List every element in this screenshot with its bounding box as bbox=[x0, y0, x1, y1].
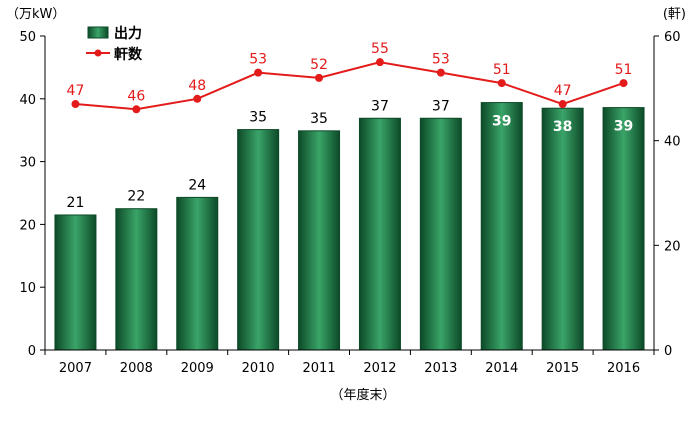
bar bbox=[115, 208, 158, 351]
right-ticks: 0 20 40 60 bbox=[654, 30, 681, 359]
left-tick-label: 30 bbox=[19, 156, 36, 171]
line-point bbox=[558, 100, 567, 109]
right-tick-label: 20 bbox=[664, 239, 681, 254]
x-axis-label: （年度末） bbox=[330, 387, 395, 403]
x-tick-label: 2016 bbox=[607, 361, 640, 376]
bar bbox=[480, 102, 523, 351]
line-point bbox=[254, 68, 263, 77]
x-tick-label: 2013 bbox=[424, 361, 457, 376]
line-value-label: 46 bbox=[127, 88, 145, 104]
legend-bar-swatch bbox=[87, 26, 109, 39]
x-tick-label: 2010 bbox=[242, 361, 275, 376]
bar bbox=[358, 117, 401, 351]
line-value-label: 51 bbox=[493, 62, 511, 78]
legend-bar-label: 出力 bbox=[114, 25, 142, 42]
legend-line-label: 軒数 bbox=[114, 46, 143, 63]
left-axis-unit: （万kW） bbox=[6, 7, 65, 22]
line-value-label: 47 bbox=[554, 83, 572, 99]
line-point bbox=[619, 79, 628, 88]
bar bbox=[541, 107, 584, 351]
bar-value-label: 24 bbox=[188, 177, 206, 193]
right-axis-unit: (軒) bbox=[663, 7, 686, 22]
line-labels: 47 46 48 53 52 55 53 51 47 51 bbox=[67, 41, 633, 104]
bars bbox=[54, 102, 645, 351]
x-tick-label: 2012 bbox=[363, 361, 396, 376]
x-ticks: 2007 2008 2009 2010 2011 2012 2013 2014 2015 2016 bbox=[44, 350, 655, 376]
left-tick-label: 20 bbox=[19, 218, 36, 233]
x-tick-label: 2009 bbox=[181, 361, 214, 376]
left-tick-label: 10 bbox=[19, 281, 36, 296]
line-value-label: 52 bbox=[310, 57, 328, 73]
bar-value-label: 39 bbox=[492, 114, 511, 130]
bar-value-label: 37 bbox=[371, 98, 389, 114]
bar-value-label: 39 bbox=[614, 119, 633, 135]
bar-value-label: 35 bbox=[249, 110, 267, 126]
x-tick-label: 2008 bbox=[120, 361, 153, 376]
bar-value-label: 37 bbox=[432, 98, 450, 114]
bar bbox=[298, 130, 341, 351]
bar-value-label: 21 bbox=[67, 195, 85, 211]
bar bbox=[237, 129, 280, 351]
line-point bbox=[315, 73, 324, 82]
line-point bbox=[193, 94, 202, 103]
line-value-label: 47 bbox=[67, 83, 85, 99]
bar bbox=[176, 196, 219, 351]
x-tick-label: 2007 bbox=[59, 361, 92, 376]
line-value-label: 53 bbox=[249, 52, 267, 68]
bar bbox=[54, 214, 97, 351]
line-point bbox=[375, 58, 384, 67]
legend: 出力 軒数 bbox=[86, 25, 143, 63]
bar bbox=[602, 107, 645, 351]
bar-value-label: 35 bbox=[310, 111, 328, 127]
line-series bbox=[71, 58, 628, 114]
line-path bbox=[75, 61, 624, 111]
line-point bbox=[71, 100, 80, 109]
line-value-label: 51 bbox=[615, 62, 633, 78]
line-point bbox=[132, 105, 141, 114]
line-point bbox=[436, 68, 445, 77]
bar-labels: 21 22 24 35 35 37 37 39 38 39 bbox=[67, 98, 634, 211]
bar-value-label: 22 bbox=[127, 189, 145, 205]
line-value-label: 53 bbox=[432, 52, 450, 68]
bar bbox=[419, 117, 462, 351]
legend-line-marker bbox=[94, 49, 102, 57]
x-tick-label: 2015 bbox=[546, 361, 579, 376]
left-tick-label: 0 bbox=[28, 344, 36, 359]
x-tick-label: 2014 bbox=[485, 361, 518, 376]
line-value-label: 55 bbox=[371, 41, 389, 57]
x-tick-label: 2011 bbox=[303, 361, 336, 376]
line-value-label: 48 bbox=[188, 78, 206, 94]
right-tick-label: 0 bbox=[664, 344, 672, 359]
right-tick-label: 60 bbox=[664, 30, 681, 45]
line-point bbox=[497, 79, 506, 88]
left-ticks: 0 10 20 30 40 50 bbox=[19, 30, 45, 359]
left-tick-label: 50 bbox=[19, 30, 36, 45]
right-tick-label: 40 bbox=[664, 135, 681, 150]
left-tick-label: 40 bbox=[19, 93, 36, 108]
bar-value-label: 38 bbox=[553, 119, 572, 135]
